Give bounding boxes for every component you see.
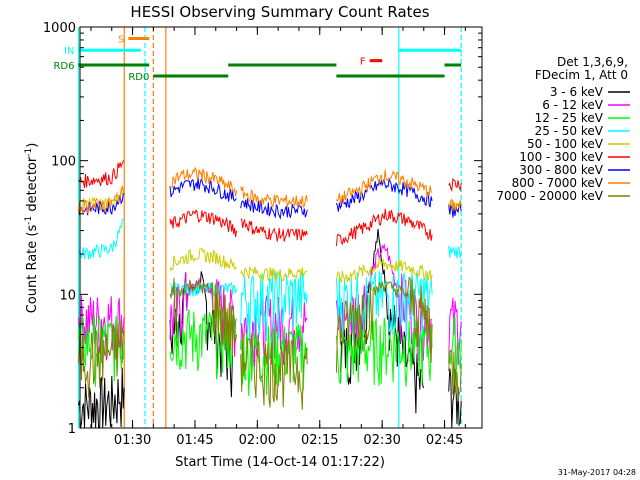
x-tick-label-0: 01:30 [114, 433, 151, 448]
y-tick-label-0: 1 [68, 422, 76, 437]
y-axis-label: Count Rate (s-1 detector-1) [24, 143, 40, 314]
series-7-segment-4 [448, 198, 462, 212]
region-lines [77, 27, 462, 428]
status-label-1: IN [64, 46, 74, 57]
series-2 [78, 308, 462, 397]
series-4 [78, 188, 462, 283]
series-2-segment-2 [240, 323, 308, 397]
legend-label-7: 800 - 7000 keV [512, 176, 604, 190]
status-bars: S IN F RD0 RD6 [53, 35, 462, 83]
series-7-segment-2 [240, 186, 308, 209]
x-tick-label-4: 02:30 [363, 433, 400, 448]
series-8-segment-0 [78, 318, 125, 398]
status-label-3: F [360, 57, 366, 68]
series-8-segment-3 [335, 276, 433, 373]
y-tick-label-1: 10 [59, 288, 76, 303]
series-7 [78, 166, 462, 215]
series-2-segment-0 [78, 315, 125, 387]
series-3-segment-2 [240, 270, 308, 342]
series-5-segment-4 [448, 177, 462, 192]
legend-label-8: 7000 - 20000 keV [496, 189, 603, 203]
series-6-segment-1 [169, 177, 237, 202]
series-8-segment-4 [448, 349, 462, 402]
x-tick-label-5: 02:45 [426, 433, 463, 448]
series-5-segment-2 [240, 218, 308, 242]
footer-date: 31-May-2017 04:28 [558, 468, 636, 477]
legend-label-0: 3 - 6 keV [550, 85, 604, 99]
series-4-segment-4 [448, 199, 462, 213]
legend-label-6: 300 - 800 keV [519, 163, 603, 177]
y-tick-label-2: 100 [51, 155, 76, 170]
status-label-4: RD0 [128, 72, 149, 83]
chart-title: HESSI Observing Summary Count Rates [130, 3, 429, 21]
series-4-segment-2 [240, 265, 308, 283]
axes: 1 10 100 1000 01:30 01:45 02:00 02:15 02:30 02:45 [43, 21, 483, 448]
x-tick-label-2: 02:00 [239, 433, 276, 448]
legend-label-2: 12 - 25 keV [535, 111, 604, 125]
x-tick-label-3: 02:15 [301, 433, 338, 448]
series-4-segment-1 [169, 248, 238, 271]
series-0-segment-0 [78, 367, 125, 429]
plot-frame [79, 26, 483, 429]
legend-label-5: 100 - 300 keV [519, 150, 603, 164]
series-1-segment-3 [335, 243, 433, 363]
series-8-segment-2 [240, 332, 308, 410]
legend-label-1: 6 - 12 keV [542, 98, 604, 112]
series-2-segment-3 [335, 317, 433, 387]
legend-title-2: FDecim 1, Att 0 [535, 68, 628, 82]
legend-label-3: 25 - 50 keV [535, 124, 604, 138]
series-6-segment-0 [78, 192, 125, 216]
series-8 [78, 276, 462, 410]
series-8-segment-1 [169, 277, 238, 356]
series-7-segment-0 [78, 185, 125, 215]
status-label-5: RD6 [53, 61, 74, 72]
series-3-segment-0 [78, 218, 125, 260]
series-5-segment-3 [335, 208, 433, 247]
series-7-segment-1 [169, 166, 238, 197]
series-5-segment-1 [169, 209, 238, 237]
status-label-0: S [118, 35, 124, 46]
legend-label-4: 50 - 100 keV [527, 137, 604, 151]
series-6-segment-2 [240, 197, 308, 220]
series-0-segment-3 [448, 368, 462, 429]
series-2-segment-4 [448, 316, 462, 386]
series-layer [78, 160, 462, 429]
x-tick-label-1: 01:45 [176, 433, 213, 448]
series-5 [78, 160, 462, 247]
y-tick-label-3: 1000 [43, 21, 76, 36]
series-6 [78, 177, 462, 220]
x-axis-label: Start Time (14-Oct-14 01:17:22) [175, 455, 385, 470]
series-3-segment-4 [448, 245, 462, 259]
series-4-segment-3 [335, 257, 433, 283]
series-5-segment-0 [78, 160, 125, 188]
legend-title-1: Det 1,3,6,9, [557, 55, 628, 69]
series-7-segment-3 [336, 169, 433, 204]
